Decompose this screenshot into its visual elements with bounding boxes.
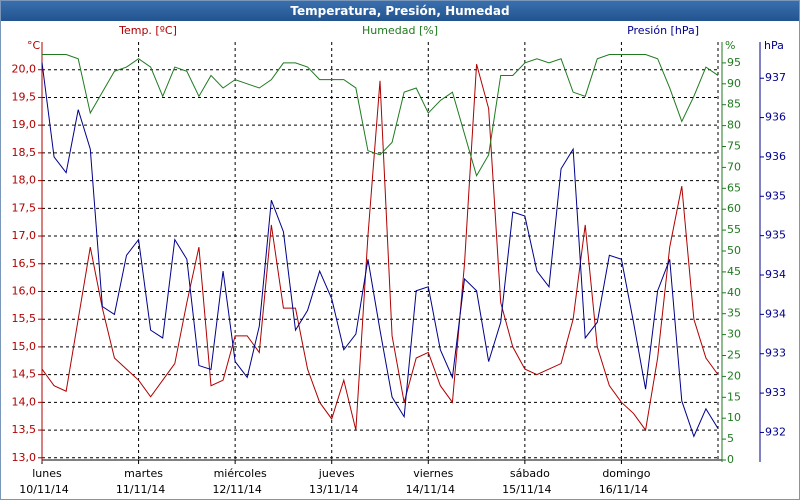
y3-tick-label: 936 [765,111,786,124]
series-line [41,62,719,438]
y3-tick-label: 937 [765,71,786,84]
y2-tick-label: 60 [727,202,741,215]
x-tick-label: jueves [318,467,355,480]
y2-tick-label: 45 [727,265,741,278]
x-tick-label: miércoles [214,467,267,480]
y3-tick-label: 932 [765,425,786,438]
series-line [41,64,719,432]
x-tick-date: 10/11/14 [19,483,68,496]
legend-entry: Humedad [%] [362,24,438,37]
y-tick-label: 16,0 [12,284,37,297]
x-tick-label: martes [124,467,163,480]
y2-tick-label: 50 [727,244,741,257]
y2-tick-label: 55 [727,223,741,236]
y-tick-label: 19,0 [12,118,37,131]
y2-tick-label: 95 [727,56,741,69]
series-line [42,54,719,178]
y2-tick-label: 85 [727,98,741,111]
y-tick-label: 16,5 [12,257,37,270]
y2-tick-label: 25 [727,349,741,362]
legend-entry: Temp. [ºC] [118,24,177,37]
y-tick-label: 14,0 [12,395,37,408]
y3-tick-label: 936 [765,150,786,163]
x-tick-date: 12/11/14 [212,483,261,496]
y2-tick-label: 20 [727,369,741,382]
x-tick-date: 11/11/14 [116,483,165,496]
y3-tick-label: 933 [765,347,786,360]
x-tick-date: 16/11/14 [599,483,648,496]
x-tick-date: 14/11/14 [406,483,455,496]
y3-tick-label: 935 [765,229,786,242]
y2-tick-label: 75 [727,140,741,153]
y-tick-label: 13,5 [12,423,37,436]
x-tick-label: viernes [413,467,453,480]
y-tick-label: 17,0 [12,229,37,242]
y-tick-label: 19,5 [12,90,37,103]
x-tick-label: lunes [32,467,62,480]
y-tick-label: 15,5 [12,312,37,325]
y3-tick-label: 934 [765,307,786,320]
y2-tick-label: 5 [727,432,734,445]
y-tick-label: 17,5 [12,201,37,214]
y3-tick-label: 933 [765,386,786,399]
y-unit: °C [27,39,41,52]
y2-tick-label: 10 [727,411,741,424]
y-tick-label: 18,5 [12,146,37,159]
y-tick-label: 14,5 [12,368,37,381]
y2-tick-label: 35 [727,307,741,320]
y3-tick-label: 935 [765,189,786,202]
legend-entry: Presión [hPa] [627,24,699,37]
y2-unit: % [725,39,735,52]
y2-tick-label: 90 [727,77,741,90]
x-tick-date: 15/11/14 [502,483,551,496]
title-bar: Temperatura, Presión, Humedad [1,1,799,21]
y2-tick-label: 0 [727,453,734,466]
y2-tick-label: 70 [727,160,741,173]
x-tick-label: sábado [510,467,550,480]
y2-tick-label: 30 [727,328,741,341]
y-tick-label: 18,0 [12,174,37,187]
x-tick-date: 13/11/14 [309,483,358,496]
chart-title: Temperatura, Presión, Humedad [290,4,510,18]
y-tick-label: 15,0 [12,340,37,353]
y2-tick-label: 15 [727,390,741,403]
y2-tick-label: 80 [727,119,741,132]
y-tick-label: 20,0 [12,63,37,76]
y3-tick-label: 934 [765,268,786,281]
y2-tick-label: 65 [727,181,741,194]
x-tick-label: domingo [602,467,650,480]
y3-unit: hPa [764,39,784,52]
y-tick-label: 13,0 [12,451,37,464]
y2-tick-label: 40 [727,286,741,299]
